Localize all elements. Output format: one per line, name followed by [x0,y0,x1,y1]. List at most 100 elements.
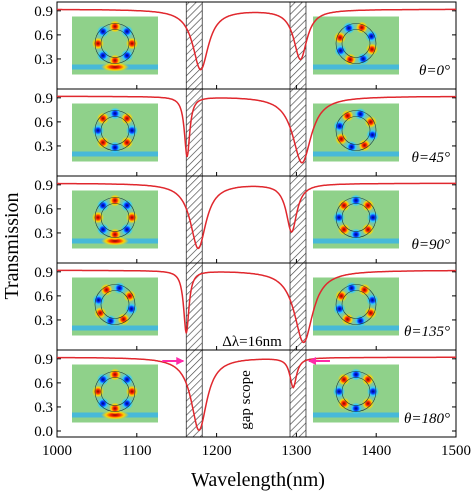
field-lobe [113,282,126,295]
field-lobe [350,368,362,381]
field-lobe [354,108,367,121]
y-tick-label: 0.9 [34,178,53,194]
field-lobe [337,373,350,386]
delta-lambda-label: Δλ=16nm [222,334,282,350]
field-lobe [109,20,121,33]
y-tick-label: 0.6 [34,376,53,392]
field-lobe [100,283,113,296]
field-lobe [109,368,121,381]
y-tick-label: 0.3 [34,313,53,329]
field-lobe [126,37,138,50]
field-lobe [335,133,348,145]
field-lobe [109,107,121,120]
transmission-curve [57,95,456,164]
ring-inner-edge [100,377,130,406]
y-axis-title: Transmission [1,192,23,299]
field-lobe [126,124,138,137]
bus-waveguide [313,64,399,70]
field-lobe [366,294,379,307]
field-lobe [121,136,134,149]
field-lobe [121,112,134,125]
mode-field-image [72,190,158,249]
y-tick-label: 0.6 [34,115,53,131]
field-lobe [96,199,109,212]
field-lobe [104,314,117,327]
y-axis-label: Transmission [1,192,23,299]
field-lobe [94,307,107,319]
ring-outer-edge [335,23,377,64]
bus-waveguide [313,412,399,418]
field-lobe [344,53,357,66]
ring-outer-edge [94,23,136,64]
field-lobe [367,211,379,224]
x-tick-label: 1300 [281,443,311,459]
field-hotspot [101,62,129,72]
x-tick-label: 1500 [441,443,471,459]
y-tick-label: 0.3 [34,52,53,68]
y-tick-label: 0.3 [34,400,53,416]
left-arrowhead [176,357,185,365]
field-lobe [341,109,354,122]
field-lobe [92,211,104,224]
field-lobe [96,223,109,236]
field-lobe [337,397,350,410]
ring-inner-edge [341,203,371,232]
field-hotspot [101,410,129,420]
x-tick-label: 1200 [202,443,232,459]
panel-4: 0.0 0.3 0.6 0.9 θ=180° [34,349,457,440]
field-hotspot [101,236,129,246]
ring-inner-edge [341,377,371,406]
field-lobe [366,128,379,141]
mode-field-image [313,190,399,249]
ring-outer-edge [94,284,136,325]
field-lobe [92,37,104,50]
field-lobe [342,22,355,35]
angle-label: θ=0° [419,63,450,79]
x-tick-label: 1000 [42,443,72,459]
field-lobe [123,290,136,302]
field-lobe [358,283,371,296]
field-lobe [362,397,375,410]
bus-waveguide [72,325,158,331]
transmission-curve [57,8,456,71]
mode-field-image [72,103,158,162]
y-tick-label: 0.6 [34,202,53,218]
field-lobe [364,116,377,128]
field-lobe [362,373,375,386]
field-lobe [121,49,134,62]
field-lobe [355,21,368,34]
field-lobe [96,373,109,386]
field-lobe [121,373,134,386]
field-lobe [121,199,134,212]
field-lobe [333,120,346,133]
y-tick-label: 0.6 [34,28,53,44]
field-lobe [121,223,134,236]
field-lobe [350,194,362,207]
panel-frame [56,349,457,438]
field-lobe [334,44,347,57]
mode-field-image [313,277,399,336]
field-lobe [96,112,109,125]
field-lobe [126,385,138,398]
y-tick-label: 0.9 [34,4,53,20]
ring-inner-edge [100,116,130,145]
y-tick-label: 0.9 [34,91,53,107]
gap-scope-label: gap scope [238,370,254,430]
field-lobe [362,223,375,236]
field-lobe [109,402,121,415]
ring-outer-edge [335,371,377,412]
x-axis-ticks: 1000 1100 1200 1300 1400 1500 [42,443,471,459]
y-tick-label: 0.6 [34,289,53,305]
field-lobe [337,199,350,212]
panel-1: 0.3 0.6 0.9 θ=45° [34,88,457,177]
field-lobe [362,199,375,212]
field-lobe [364,307,377,319]
gap-band-0 [185,1,203,438]
angle-label: θ=90° [412,237,451,253]
field-lobe [333,211,345,224]
y-tick-label: 0.0 [34,424,53,440]
field-lobe [96,136,109,149]
field-lobe [365,30,378,43]
field-lobe [96,25,109,38]
